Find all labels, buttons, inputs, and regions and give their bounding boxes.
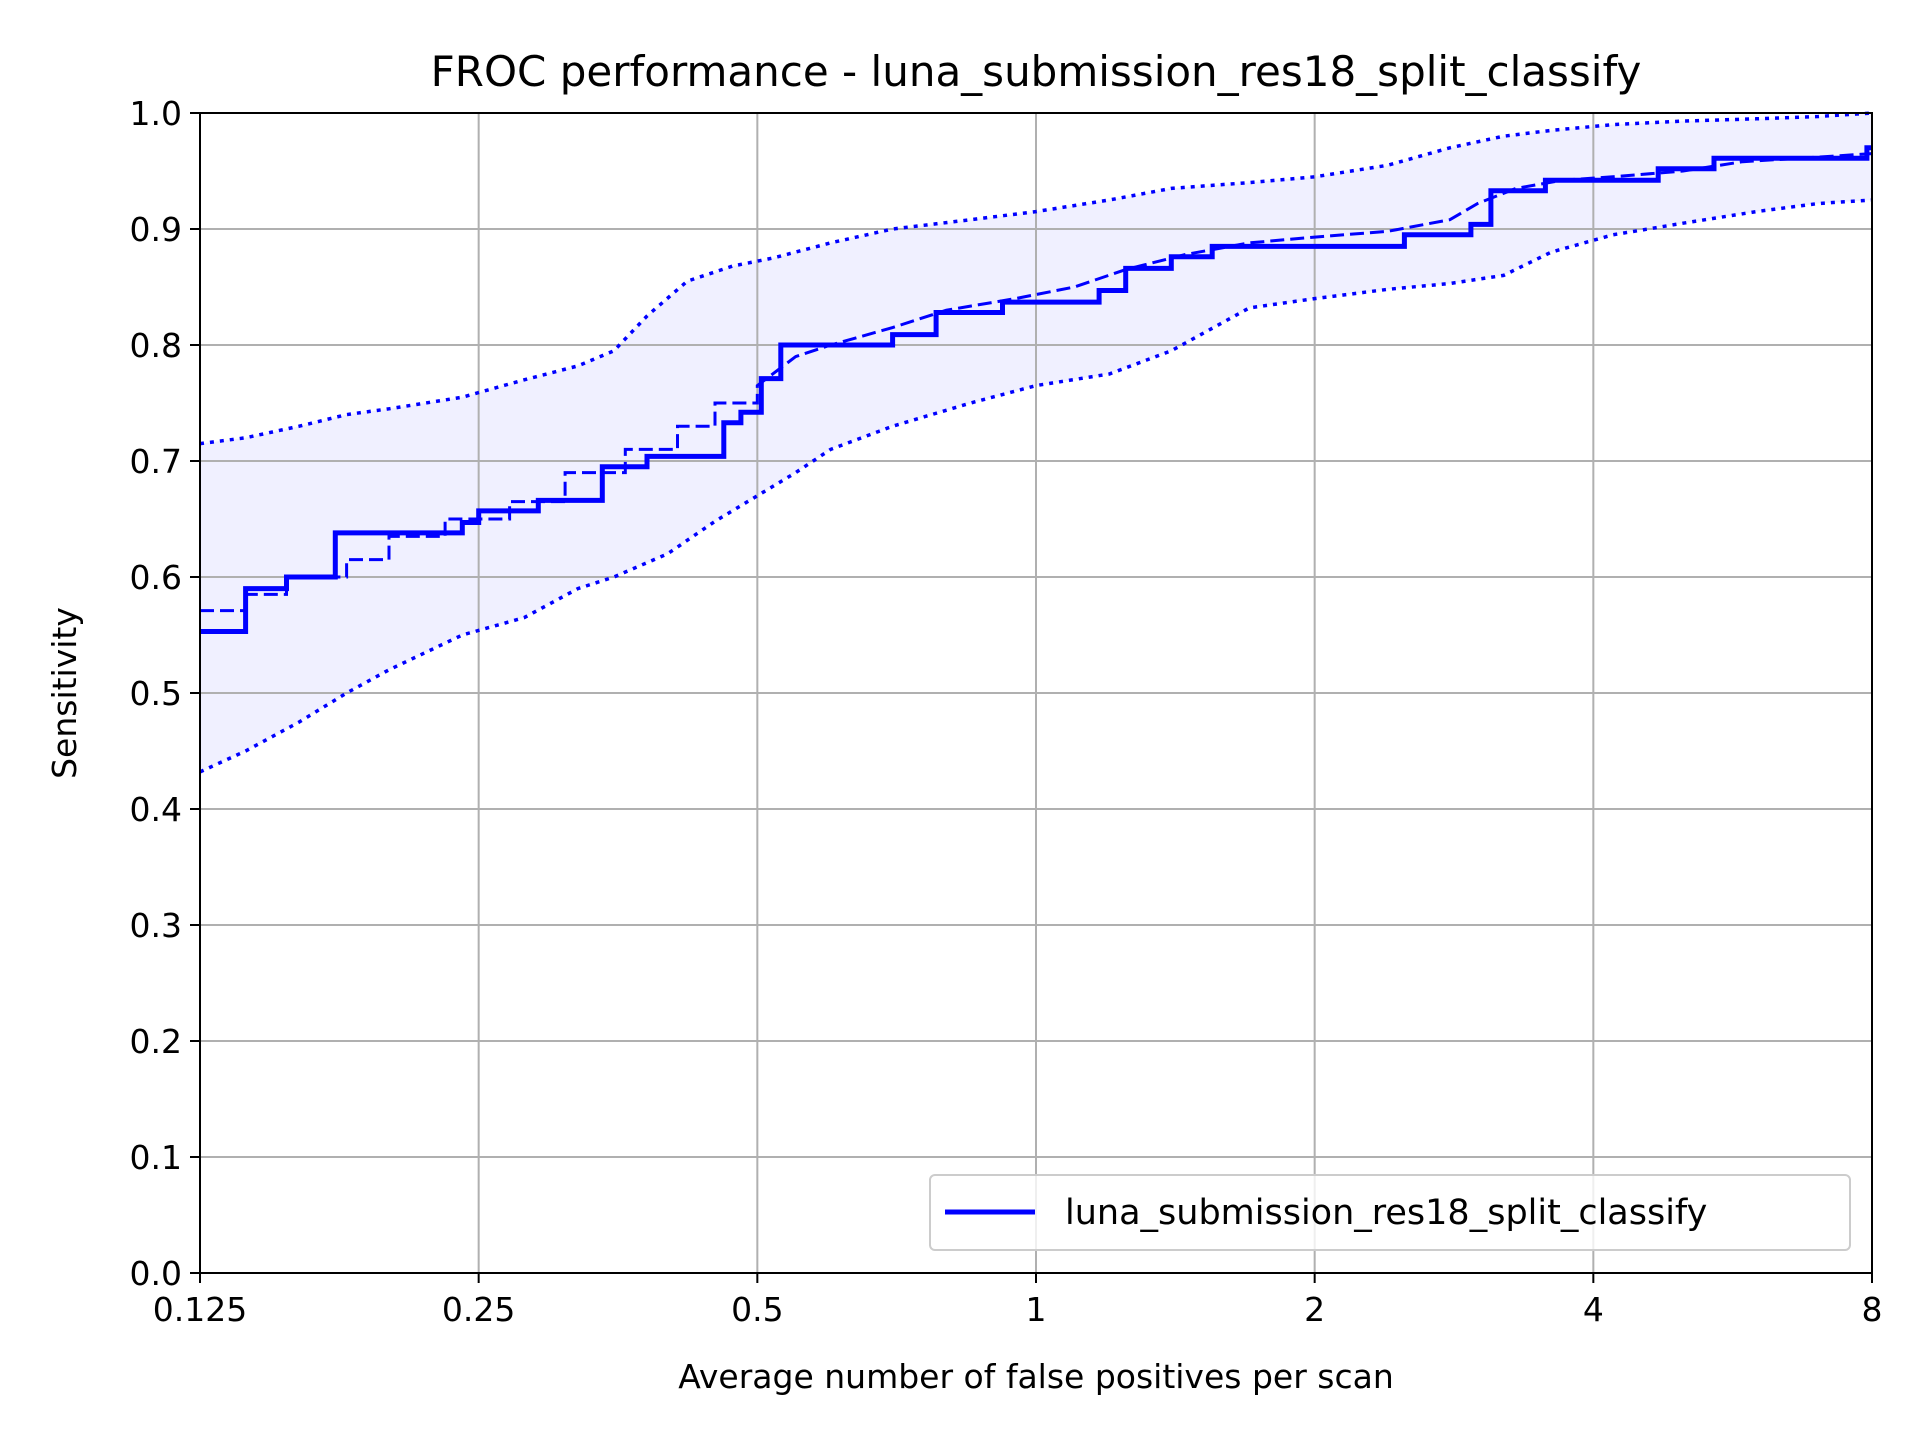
tick-layer: 0.125 0.25 0.5 1 2 4 8 0.0 0.1 0.2 0.3 0.4 0.5 0.6 0.7… [130,94,1883,1329]
froc-mean-dashed-line [200,152,1873,613]
x-tick-label: 1 [1026,1290,1047,1329]
x-tick-label: 0.25 [442,1290,515,1329]
y-tick-label: 0.0 [130,1254,182,1293]
chart-title: FROC performance - luna_submission_res18… [431,47,1642,96]
y-tick-label: 0.8 [130,326,182,365]
y-tick-label: 0.6 [130,558,182,597]
legend-box [929,1174,1851,1251]
y-tick-label: 1.0 [130,94,182,133]
x-tick-label: 0.5 [731,1290,783,1329]
y-tick-label: 0.9 [130,210,182,249]
x-axis-label: Average number of false positives per sc… [678,1357,1393,1396]
y-tick-label: 0.4 [130,790,182,829]
y-tick-label: 0.7 [130,442,182,481]
confidence-band-layer [200,113,1872,772]
y-tick-label: 0.1 [130,1138,182,1177]
y-tick-label: 0.3 [130,906,182,945]
y-tick-label: 0.2 [130,1022,182,1061]
series-layer [199,111,1873,774]
x-tick-label: 0.125 [153,1290,247,1329]
froc-bound-dotted-line [199,198,1873,774]
x-tick-label: 2 [1304,1290,1325,1329]
x-tick-label: 4 [1583,1290,1604,1329]
legend: luna_submission_res18_split_classify [929,1174,1851,1251]
confidence-band [200,113,1872,772]
froc-curve-line [200,145,1872,634]
x-tick-label: 8 [1862,1290,1883,1329]
y-tick-label: 0.5 [130,674,182,713]
y-axis-label: Sensitivity [45,607,84,779]
legend-entry-label: luna_submission_res18_split_classify [1065,1193,1707,1233]
